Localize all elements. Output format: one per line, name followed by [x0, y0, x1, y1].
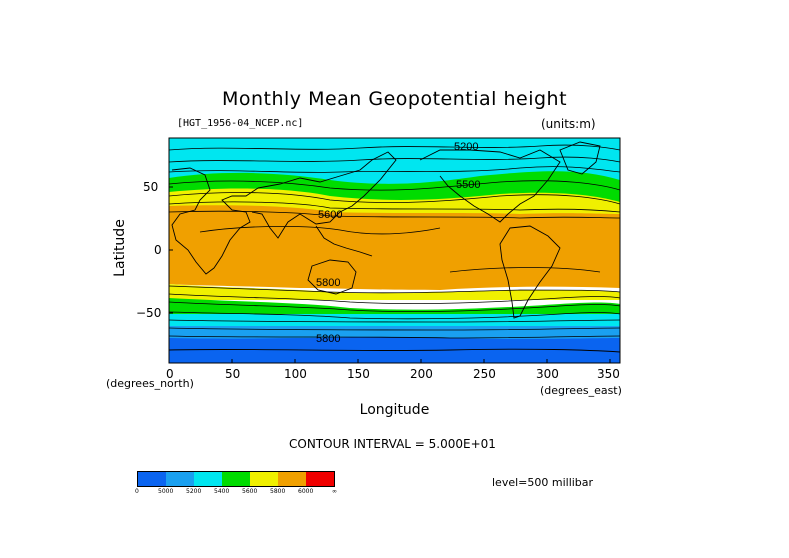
color-bar-label: 5000 [158, 488, 174, 495]
color-bar-label: 5400 [214, 488, 230, 495]
color-bar-swatch [278, 472, 306, 486]
y-axis-label: Latitude [112, 219, 128, 277]
coast-se-asia [315, 225, 373, 257]
coast-north-america [419, 149, 561, 223]
color-bar-swatch [306, 472, 334, 486]
color-bar-swatch [138, 472, 166, 486]
coast-antarctica [169, 348, 620, 353]
x-tick-label: 100 [284, 367, 307, 381]
coast-greenland [559, 141, 601, 175]
x-tick-label: 200 [410, 367, 433, 381]
band-tropics-orange [169, 205, 620, 290]
contour-label: 5800 [316, 277, 340, 289]
contour-lines [169, 144, 620, 339]
y-tick-label: 0 [154, 243, 162, 257]
x-tick-label: 50 [225, 367, 241, 381]
color-bar-swatch [166, 472, 194, 486]
color-bar-label: ∞ [332, 488, 337, 495]
contour-interval-label: CONTOUR INTERVAL = 5.000E+01 [289, 437, 496, 451]
contour-label: 5600 [318, 209, 342, 221]
x-tick-label: 300 [536, 367, 559, 381]
x-axis-units: (degrees_east) [540, 384, 622, 397]
map-title: Monthly Mean Geopotential height [221, 88, 568, 110]
color-bar-swatch [250, 472, 278, 486]
coast-asia [251, 151, 397, 239]
band-south-cyan [169, 314, 620, 328]
contour-label: 5200 [454, 141, 478, 153]
units-label: (units:m) [541, 117, 596, 131]
x-axis-label: Longitude [359, 402, 430, 418]
x-tick-label: 150 [347, 367, 370, 381]
map-field: 5200 5500 5600 5800 5800 [169, 138, 620, 363]
y-tick-label: 50 [143, 180, 159, 194]
x-tick-label: 350 [597, 367, 620, 381]
band-south-yellow [169, 284, 620, 300]
y-axis-units: (degrees_north) [106, 377, 194, 390]
contour-label: 5500 [456, 179, 480, 191]
dataset-label: [HGT_1956-04_NCEP.nc] [177, 118, 304, 129]
band-south-green [169, 298, 620, 316]
y-tick-label: −50 [136, 306, 162, 320]
color-bar-swatch [222, 472, 250, 486]
color-bar-swatch [194, 472, 222, 486]
coast-south-america [499, 225, 561, 319]
color-bar-label: 0 [135, 488, 139, 495]
color-bar [137, 471, 335, 487]
contour-label-group: 5200 5500 5600 5800 5800 [316, 141, 480, 345]
color-bar-label: 5200 [186, 488, 202, 495]
contour-label: 5800 [316, 333, 340, 345]
coastlines [169, 141, 620, 353]
level-label: level=500 millibar [492, 476, 594, 489]
color-bar-label: 6000 [298, 488, 314, 495]
x-tick-label: 250 [473, 367, 496, 381]
color-bar-label: 5800 [270, 488, 286, 495]
coast-europe-africa [171, 167, 259, 275]
axis-ticks [168, 186, 611, 363]
x-tick-label: 0 [166, 367, 174, 381]
coast-australia [307, 259, 357, 295]
color-bar-label: 5600 [242, 488, 258, 495]
